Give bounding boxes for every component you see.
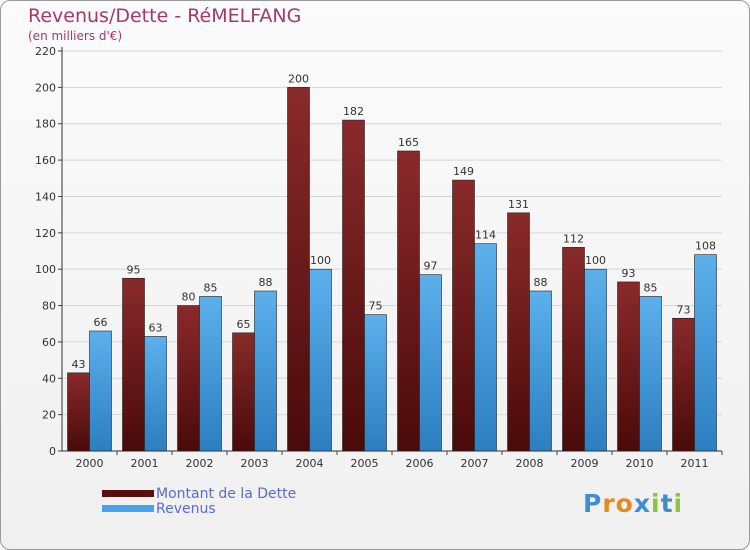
bar-debt [507, 212, 530, 452]
y-tick-label: 60 [42, 336, 56, 349]
bar-revenue [89, 330, 112, 452]
legend-swatch-debt [102, 490, 154, 497]
bar-revenue [199, 296, 222, 452]
data-label-revenue: 75 [369, 300, 383, 313]
chart-subtitle: (en milliers d'€) [28, 29, 123, 43]
x-tick-label: 2002 [186, 457, 214, 470]
bar-revenue [529, 290, 552, 452]
bar-revenue [584, 268, 607, 452]
data-label-revenue: 66 [94, 316, 108, 329]
y-tick-label: 40 [42, 372, 56, 385]
bar-debt [287, 87, 310, 452]
data-label-debt: 200 [288, 72, 309, 85]
x-tick-label: 2009 [571, 457, 599, 470]
bar-revenue [144, 336, 167, 452]
bar-debt [452, 179, 475, 452]
y-tick-label: 140 [35, 190, 56, 203]
x-tick-label: 2001 [131, 457, 159, 470]
data-label-revenue: 63 [149, 321, 163, 334]
data-label-revenue: 88 [259, 276, 273, 289]
x-tick-label: 2000 [76, 457, 104, 470]
logo-letter: t [660, 489, 674, 518]
data-label-revenue: 85 [204, 281, 218, 294]
y-tick-label: 180 [35, 118, 56, 131]
bar-debt [672, 317, 695, 452]
data-label-revenue: 85 [644, 281, 658, 294]
data-label-debt: 80 [182, 291, 196, 304]
y-tick-label: 120 [35, 227, 56, 240]
bar-debt [122, 277, 145, 452]
proxiti-logo: Proxiti [583, 489, 683, 518]
data-label-debt: 165 [398, 136, 419, 149]
x-tick-label: 2006 [406, 457, 434, 470]
data-label-revenue: 114 [475, 229, 496, 242]
bar-debt [177, 305, 200, 452]
bar-debt [562, 247, 585, 452]
bar-revenue [474, 243, 497, 452]
legend-label-revenue: Revenus [156, 501, 216, 517]
y-tick-label: 100 [35, 263, 56, 276]
data-label-revenue: 100 [310, 254, 331, 267]
y-tick-label: 200 [35, 81, 56, 94]
data-label-revenue: 97 [424, 260, 438, 273]
y-tick-label: 220 [35, 45, 56, 58]
bar-revenue [309, 268, 332, 452]
bar-revenue [254, 290, 277, 452]
y-tick-label: 80 [42, 300, 56, 313]
logo-letter: P [583, 489, 603, 518]
x-tick-label: 2008 [516, 457, 544, 470]
x-tick-label: 2007 [461, 457, 489, 470]
x-tick-label: 2005 [351, 457, 379, 470]
data-label-debt: 149 [453, 165, 474, 178]
data-label-revenue: 108 [695, 240, 716, 253]
x-tick-label: 2003 [241, 457, 269, 470]
data-label-debt: 112 [563, 232, 584, 245]
bar-revenue [694, 254, 717, 452]
chart-title: Revenus/Dette - RéMELFANG [28, 5, 302, 27]
x-tick-label: 2004 [296, 457, 324, 470]
data-label-debt: 182 [343, 105, 364, 118]
y-tick-label: 0 [49, 445, 56, 458]
logo-letter: o [615, 489, 634, 518]
bar-revenue [419, 274, 442, 452]
bar-debt [232, 332, 255, 452]
data-label-debt: 93 [622, 267, 636, 280]
bar-debt [617, 281, 640, 452]
data-label-debt: 65 [237, 318, 251, 331]
legend-label-debt: Montant de la Dette [156, 486, 297, 502]
logo-letter: i [651, 489, 661, 518]
data-label-revenue: 100 [585, 254, 606, 267]
bar-debt [342, 119, 365, 452]
bar-revenue [639, 296, 662, 452]
bar-revenue [364, 314, 387, 452]
bar-debt [397, 150, 420, 452]
data-label-debt: 131 [508, 198, 529, 211]
y-tick-label: 20 [42, 409, 56, 422]
x-tick-label: 2011 [681, 457, 709, 470]
logo-letter: i [673, 489, 684, 518]
data-label-debt: 43 [72, 358, 86, 371]
x-tick-label: 2010 [626, 457, 654, 470]
legend-swatch-revenue [102, 505, 154, 512]
data-label-debt: 73 [677, 303, 691, 316]
data-label-revenue: 88 [534, 276, 548, 289]
logo-letter: x [633, 489, 651, 518]
y-tick-label: 160 [35, 154, 56, 167]
data-label-debt: 95 [127, 263, 141, 276]
bar-debt [67, 372, 90, 452]
logo-letter: r [602, 489, 616, 518]
